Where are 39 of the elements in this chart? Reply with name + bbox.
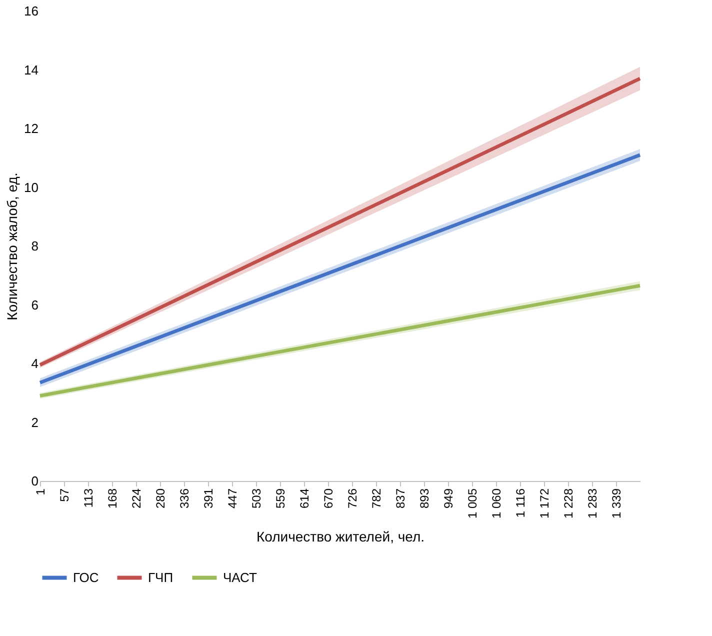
x-tick-label: 168 <box>105 488 120 509</box>
x-tick-label: 559 <box>274 488 288 509</box>
y-tick-label: 0 <box>31 474 38 488</box>
x-tick-label: 280 <box>154 488 168 509</box>
x-tick-label: 782 <box>370 488 384 509</box>
x-tick-label: 614 <box>297 488 312 509</box>
x-tick-label: 113 <box>82 488 96 508</box>
legend-label: ЧАСТ <box>223 570 258 585</box>
x-tick-label: 1 339 <box>609 488 624 519</box>
y-tick-label: 14 <box>24 62 38 78</box>
x-tick-label: 391 <box>201 488 216 509</box>
legend-label: ГОС <box>73 570 99 585</box>
x-tick-label: 1 005 <box>466 488 480 519</box>
y-tick-label: 4 <box>31 356 38 371</box>
y-tick-label: 8 <box>31 238 38 254</box>
y-tick-label: 6 <box>31 297 38 312</box>
x-tick-label: 893 <box>417 488 432 509</box>
x-tick-label: 447 <box>225 488 240 509</box>
x-tick-label: 57 <box>58 488 72 502</box>
x-axis-title: Количество жителей, чел. <box>256 528 425 545</box>
x-tick-label: 1 060 <box>489 488 504 519</box>
x-tick-label: 726 <box>346 488 360 509</box>
y-tick-label: 2 <box>31 414 38 430</box>
x-tick-label: 336 <box>178 488 192 509</box>
x-tick-label: 503 <box>250 488 264 509</box>
x-tick-label: 949 <box>442 488 456 509</box>
x-tick-label: 1 228 <box>562 488 576 519</box>
x-tick-label: 1 172 <box>538 488 552 519</box>
y-tick-label: 16 <box>24 4 38 18</box>
x-tick-label: 1 283 <box>585 488 600 519</box>
x-tick-label: 1 <box>34 488 48 496</box>
y-tick-label: 12 <box>24 121 38 136</box>
x-tick-label: 670 <box>321 488 336 509</box>
x-tick-label: 1 116 <box>513 488 528 518</box>
x-tick-label: 837 <box>393 488 408 509</box>
y-tick-label: 10 <box>24 180 38 195</box>
x-tick-label: 224 <box>129 488 144 509</box>
legend-label: ГЧП <box>148 570 174 585</box>
y-axis-title: Количество жалоб, ед. <box>4 172 20 320</box>
